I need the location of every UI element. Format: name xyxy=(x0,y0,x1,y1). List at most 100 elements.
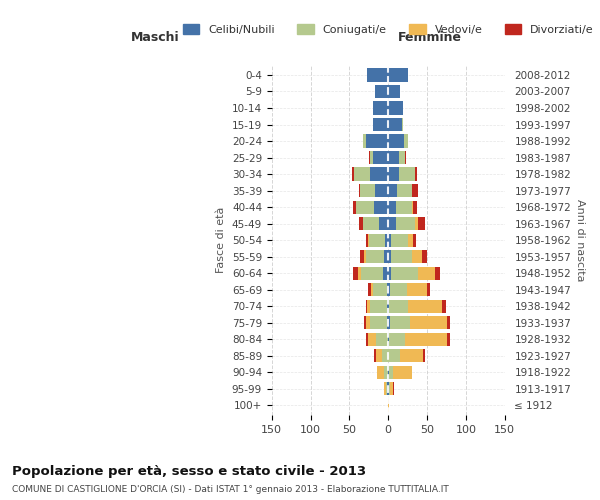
Bar xyxy=(362,134,364,147)
Bar xyxy=(373,151,388,164)
Bar xyxy=(388,283,390,296)
Bar xyxy=(391,234,409,247)
Bar xyxy=(415,217,418,230)
Bar xyxy=(388,134,404,147)
Bar xyxy=(386,382,388,396)
Bar xyxy=(388,382,389,396)
Bar xyxy=(375,184,388,197)
Bar xyxy=(388,102,403,114)
Bar xyxy=(388,151,399,164)
Bar xyxy=(413,200,417,213)
Bar xyxy=(369,234,385,247)
Bar xyxy=(369,151,370,164)
Bar xyxy=(391,266,418,280)
Y-axis label: Fasce di età: Fasce di età xyxy=(216,207,226,274)
Bar xyxy=(404,134,407,147)
Bar xyxy=(354,168,370,180)
Bar xyxy=(418,217,425,230)
Bar xyxy=(353,266,358,280)
Bar xyxy=(374,349,376,362)
Bar xyxy=(386,300,388,313)
Bar xyxy=(356,200,374,213)
Bar xyxy=(364,316,366,330)
Bar xyxy=(386,316,388,330)
Bar xyxy=(388,168,399,180)
Bar xyxy=(427,283,430,296)
Bar xyxy=(388,234,391,247)
Bar xyxy=(413,234,416,247)
Bar xyxy=(407,283,427,296)
Bar xyxy=(418,266,435,280)
Bar xyxy=(368,283,371,296)
Bar xyxy=(412,200,413,213)
Bar xyxy=(402,118,403,131)
Bar xyxy=(388,68,407,82)
Bar xyxy=(370,151,373,164)
Bar xyxy=(367,300,370,313)
Bar xyxy=(366,332,368,346)
Bar xyxy=(388,399,389,412)
Bar xyxy=(400,349,423,362)
Bar xyxy=(389,332,404,346)
Bar xyxy=(415,168,417,180)
Bar xyxy=(364,250,366,264)
Bar xyxy=(396,200,412,213)
Bar xyxy=(361,266,383,280)
Bar xyxy=(393,366,412,379)
Bar xyxy=(377,366,385,379)
Bar xyxy=(412,184,418,197)
Bar xyxy=(358,266,361,280)
Bar xyxy=(388,366,389,379)
Bar xyxy=(368,332,376,346)
Bar xyxy=(373,283,386,296)
Bar xyxy=(360,184,375,197)
Bar xyxy=(353,200,356,213)
Bar xyxy=(359,184,360,197)
Bar xyxy=(388,250,391,264)
Bar xyxy=(373,102,388,114)
Bar xyxy=(352,168,354,180)
Bar xyxy=(388,300,389,313)
Bar xyxy=(407,134,409,147)
Bar xyxy=(360,250,364,264)
Bar xyxy=(359,217,364,230)
Bar xyxy=(389,366,393,379)
Bar xyxy=(390,316,410,330)
Text: COMUNE DI CASTIGLIONE D'ORCIA (SI) - Dati ISTAT 1° gennaio 2013 - Elaborazione T: COMUNE DI CASTIGLIONE D'ORCIA (SI) - Dat… xyxy=(12,485,449,494)
Bar xyxy=(370,168,388,180)
Bar xyxy=(373,118,388,131)
Bar xyxy=(382,349,388,362)
Bar xyxy=(367,68,388,82)
Text: Femmine: Femmine xyxy=(398,31,462,44)
Bar xyxy=(388,118,402,131)
Bar xyxy=(390,283,407,296)
Bar xyxy=(405,151,406,164)
Bar xyxy=(367,234,368,247)
Bar xyxy=(388,85,400,98)
Bar xyxy=(385,382,386,396)
Bar xyxy=(388,349,400,362)
Legend: Celibi/Nubili, Coniugati/e, Vedovi/e, Divorziati/e: Celibi/Nubili, Coniugati/e, Vedovi/e, Di… xyxy=(178,20,598,39)
Bar xyxy=(391,250,412,264)
Bar xyxy=(423,349,425,362)
Bar xyxy=(376,349,382,362)
Bar xyxy=(364,134,366,147)
Bar xyxy=(375,85,388,98)
Bar xyxy=(388,184,397,197)
Bar xyxy=(447,332,449,346)
Bar xyxy=(386,283,388,296)
Bar xyxy=(374,200,388,213)
Bar xyxy=(390,382,393,396)
Bar xyxy=(422,250,427,264)
Bar xyxy=(385,234,388,247)
Y-axis label: Anni di nascita: Anni di nascita xyxy=(575,199,585,281)
Bar xyxy=(388,316,390,330)
Bar xyxy=(435,266,440,280)
Bar xyxy=(370,316,386,330)
Bar xyxy=(366,316,370,330)
Bar xyxy=(404,332,447,346)
Bar xyxy=(383,250,388,264)
Bar xyxy=(388,200,396,213)
Bar xyxy=(371,283,373,296)
Bar xyxy=(388,266,391,280)
